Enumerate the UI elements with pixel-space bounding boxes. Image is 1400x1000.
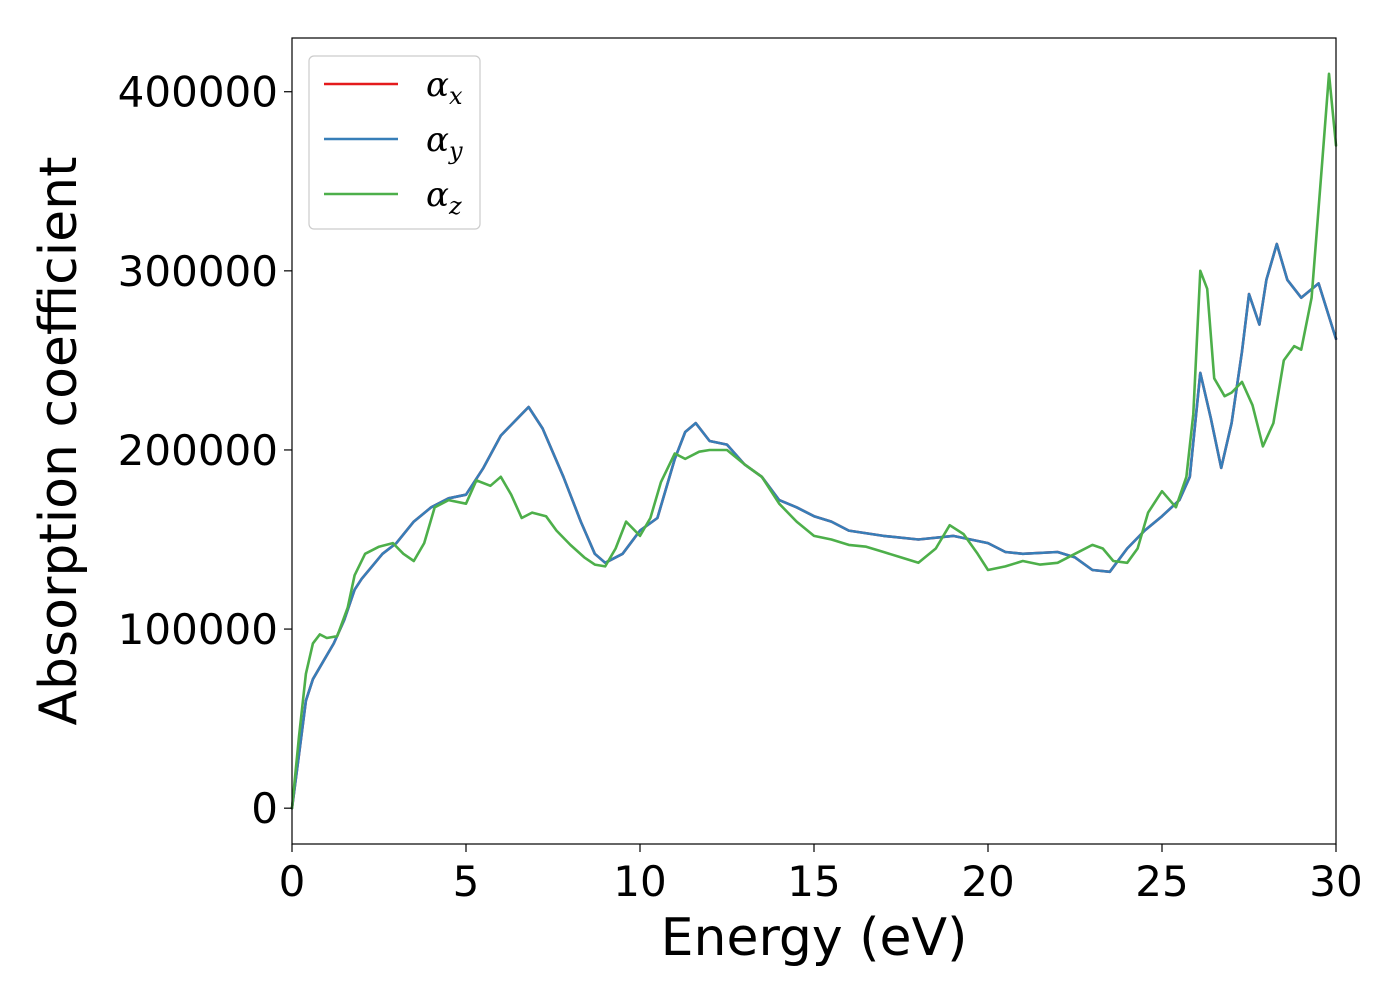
- x-tick-label: 15: [787, 857, 840, 906]
- x-axis: 0 5 10 15 20 25 30: [279, 844, 1363, 906]
- x-tick-label: 20: [961, 857, 1014, 906]
- x-tick-label: 10: [613, 857, 666, 906]
- y-tick-label: 0: [251, 784, 278, 833]
- y-tick-label: 400000: [118, 68, 278, 117]
- x-tick-label: 0: [279, 857, 306, 906]
- series-line-z: [290, 72, 1338, 810]
- legend-label-x: αx: [426, 65, 463, 110]
- legend: αx αy αz: [308, 55, 481, 230]
- legend-box: [308, 55, 481, 230]
- series-layer: [290, 72, 1338, 810]
- y-axis: 0 100000 200000 300000 400000: [118, 68, 292, 833]
- legend-label-y: αy: [426, 120, 463, 165]
- y-tick-label: 200000: [118, 426, 278, 475]
- legend-label-z: αz: [426, 175, 462, 220]
- y-axis-label: Absorption coefficient: [29, 156, 89, 725]
- x-tick-label: 5: [453, 857, 480, 906]
- y-tick-label: 300000: [118, 247, 278, 296]
- x-tick-label: 30: [1309, 857, 1362, 906]
- x-tick-label: 25: [1135, 857, 1188, 906]
- x-axis-label: Energy (eV): [661, 908, 968, 968]
- y-tick-label: 100000: [118, 605, 278, 654]
